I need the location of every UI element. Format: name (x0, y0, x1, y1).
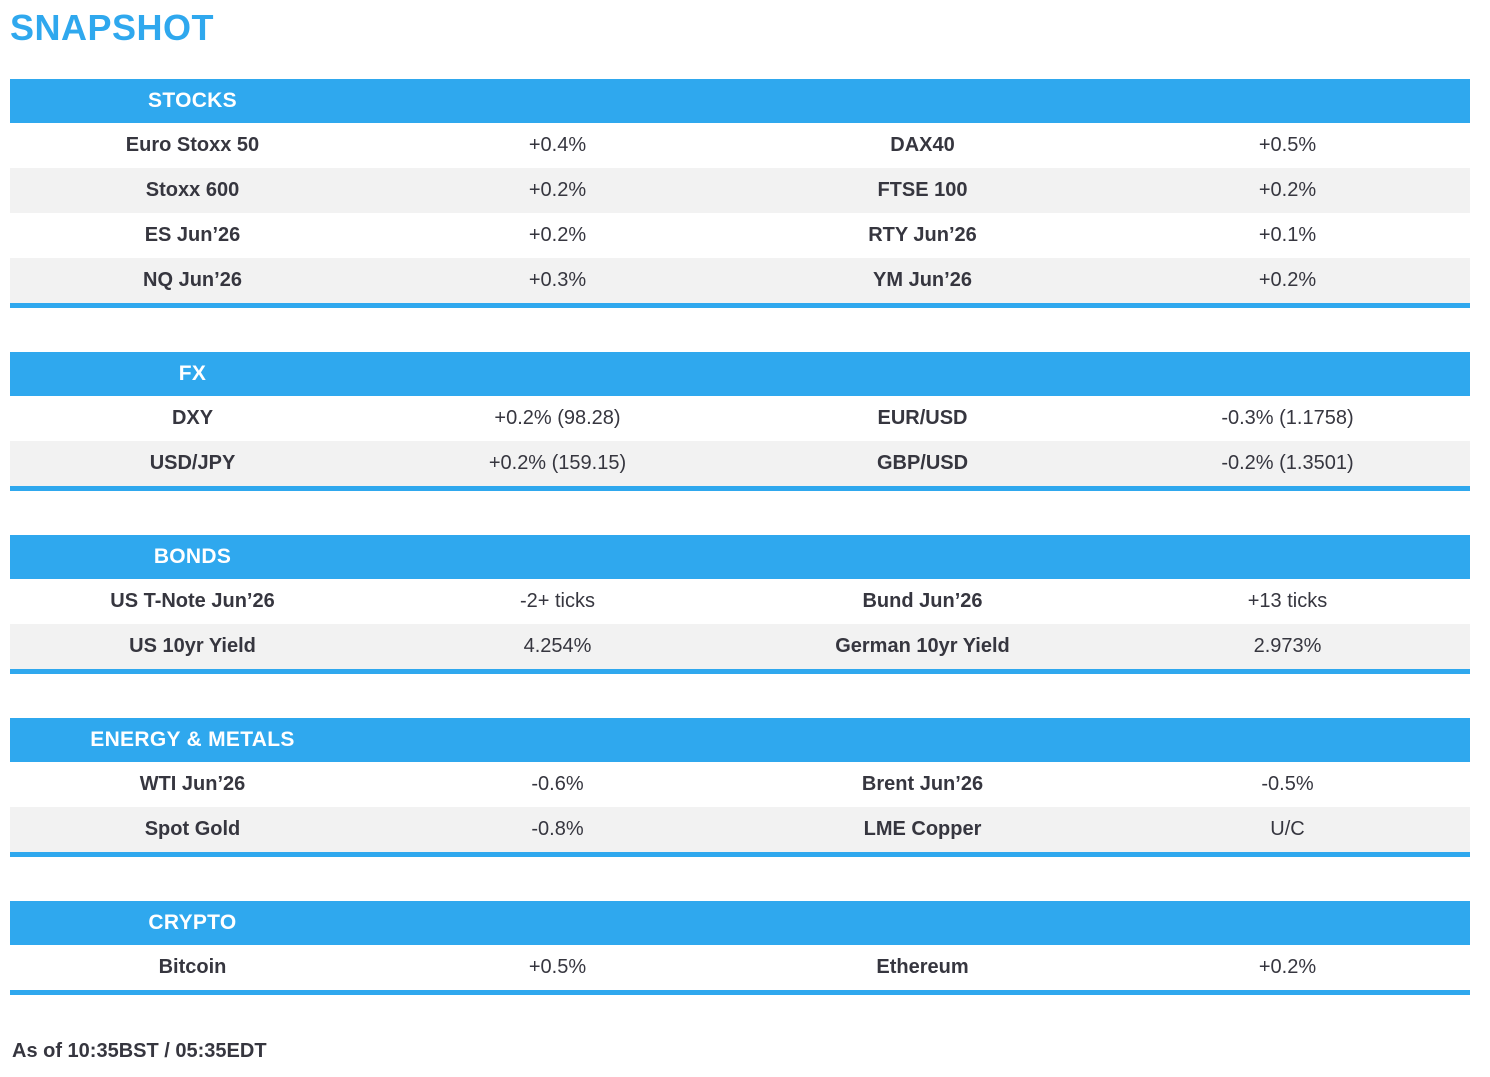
table-row: US T-Note Jun’26 -2+ ticks Bund Jun’26 +13 … (10, 578, 1470, 624)
instrument-label: GBP/USD (876, 452, 969, 475)
instrument-label: Ethereum (876, 956, 969, 979)
instrument-value: +0.2% (528, 224, 587, 247)
section-title: STOCKS (148, 88, 237, 112)
instrument-value: +0.2% (1258, 179, 1317, 202)
instrument-value: -0.6% (531, 773, 584, 796)
market-sections: STOCKS Euro Stoxx 50 +0.4% DAX40 +0.5% Stoxx … (10, 78, 1480, 995)
instrument-value: 4.254% (523, 635, 592, 658)
instrument-label: DXY (171, 407, 214, 430)
instrument-label: NQ Jun’26 (143, 269, 242, 292)
table-row: WTI Jun’26 -0.6% Brent Jun’26 -0.5% (10, 761, 1470, 807)
instrument-label: WTI Jun’26 (139, 773, 246, 796)
section-header: FX (10, 351, 1470, 396)
instrument-value: +0.2% (528, 179, 587, 202)
table-row: USD/JPY +0.2% (159.15) GBP/USD -0.2% (1.350… (10, 440, 1470, 486)
instrument-value: +13 ticks (1247, 590, 1328, 613)
instrument-value: -0.2% (1.3501) (1221, 452, 1354, 475)
table-row: Euro Stoxx 50 +0.4% DAX40 +0.5% (10, 122, 1470, 168)
instrument-label: FTSE 100 (877, 179, 968, 202)
instrument-label: Bund Jun’26 (862, 590, 983, 613)
instrument-label: LME Copper (863, 818, 982, 841)
instrument-label: YM Jun’26 (873, 269, 972, 292)
section-title: CRYPTO (148, 910, 237, 934)
instrument-label: US T-Note Jun’26 (110, 590, 275, 613)
instrument-label: German 10yr Yield (835, 635, 1010, 658)
section-title: FX (178, 361, 207, 385)
instrument-value: 2.973% (1253, 635, 1322, 658)
instrument-label: Stoxx 600 (145, 179, 240, 202)
instrument-value: +0.2% (98.28) (494, 407, 621, 430)
table-row: Bitcoin +0.5% Ethereum +0.2% (10, 944, 1470, 990)
section-bonds: BONDS US T-Note Jun’26 -2+ ticks Bund Jun’2… (10, 534, 1470, 674)
instrument-label: Brent Jun’26 (861, 773, 984, 796)
instrument-label: Euro Stoxx 50 (125, 134, 260, 157)
instrument-value: -0.8% (531, 818, 584, 841)
instrument-value: +0.5% (528, 956, 587, 979)
section-energy-metals: ENERGY & METALS WTI Jun’26 -0.6% Brent Jun’… (10, 717, 1470, 857)
table-row: US 10yr Yield 4.254% German 10yr Yield 2.97… (10, 623, 1470, 669)
section-header: ENERGY & METALS (10, 717, 1470, 762)
table-row: NQ Jun’26 +0.3% YM Jun’26 +0.2% (10, 257, 1470, 303)
section-fx: FX DXY +0.2% (98.28) EUR/USD -0.3% (1.1758) U… (10, 351, 1470, 491)
instrument-value: -0.5% (1261, 773, 1314, 796)
instrument-value: +0.4% (528, 134, 587, 157)
instrument-value: +0.2% (1258, 269, 1317, 292)
instrument-label: Spot Gold (144, 818, 241, 841)
instrument-value: +0.1% (1258, 224, 1317, 247)
table-row: Stoxx 600 +0.2% FTSE 100 +0.2% (10, 167, 1470, 213)
instrument-label: RTY Jun’26 (868, 224, 977, 247)
instrument-value: -2+ ticks (519, 590, 596, 613)
section-header: CRYPTO (10, 900, 1470, 945)
section-header: STOCKS (10, 78, 1470, 123)
table-row: DXY +0.2% (98.28) EUR/USD -0.3% (1.1758) (10, 395, 1470, 441)
table-row: Spot Gold -0.8% LME Copper U/C (10, 806, 1470, 852)
instrument-value: +0.2% (1258, 956, 1317, 979)
section-stocks: STOCKS Euro Stoxx 50 +0.4% DAX40 +0.5% Stoxx … (10, 78, 1470, 308)
instrument-label: Bitcoin (158, 956, 227, 979)
section-title: BONDS (153, 544, 232, 568)
table-row: ES Jun’26 +0.2% RTY Jun’26 +0.1% (10, 212, 1470, 258)
instrument-value: +0.3% (528, 269, 587, 292)
instrument-value: +0.2% (159.15) (488, 452, 627, 475)
instrument-label: US 10yr Yield (129, 635, 256, 658)
page-title: SNAPSHOT (10, 7, 215, 48)
instrument-label: EUR/USD (877, 407, 968, 430)
instrument-value: U/C (1270, 818, 1305, 841)
instrument-value: -0.3% (1.1758) (1221, 407, 1354, 430)
section-header: BONDS (10, 534, 1470, 579)
instrument-label: ES Jun’26 (144, 224, 241, 247)
section-crypto: CRYPTO Bitcoin +0.5% Ethereum +0.2% (10, 900, 1470, 995)
instrument-label: USD/JPY (149, 452, 236, 475)
as-of-timestamp: As of 10:35BST / 05:35EDT (12, 1039, 267, 1062)
instrument-value: +0.5% (1258, 134, 1317, 157)
section-title: ENERGY & METALS (90, 727, 295, 751)
instrument-label: DAX40 (890, 134, 955, 157)
